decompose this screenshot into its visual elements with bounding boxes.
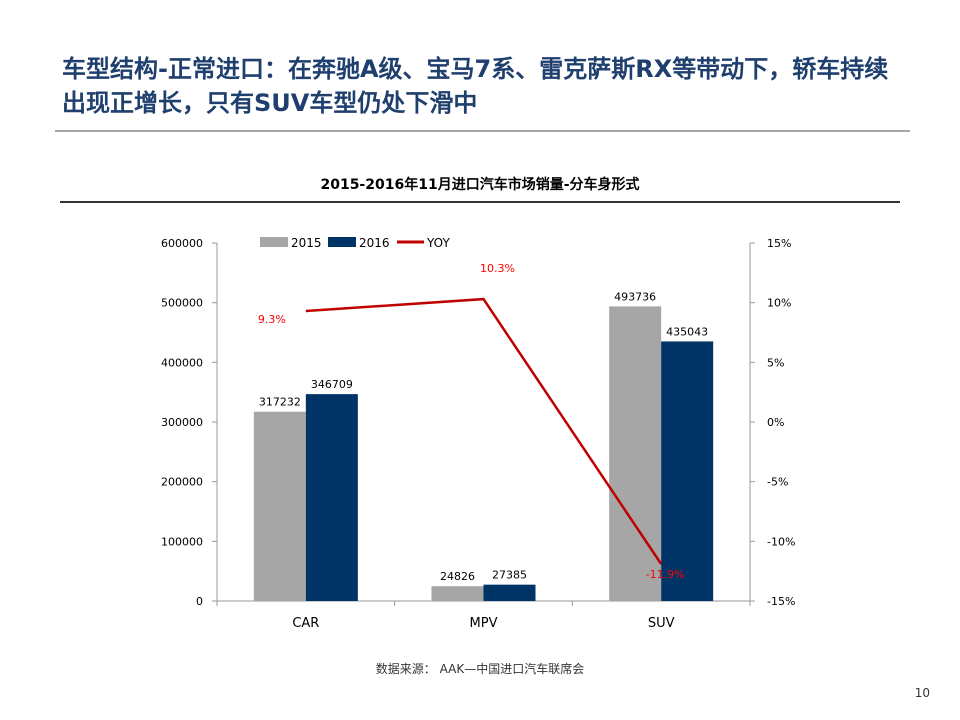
right-axis-tick-label: -10% bbox=[767, 535, 795, 548]
legend-swatch-2016 bbox=[328, 237, 356, 247]
x-axis-category-label: CAR bbox=[292, 616, 319, 631]
x-axis-category-label: SUV bbox=[648, 616, 675, 631]
bar-data-label: 346709 bbox=[311, 378, 353, 391]
right-axis-tick-label: 15% bbox=[767, 237, 791, 250]
chart-title-divider bbox=[60, 201, 900, 203]
yoy-data-label: -11.9% bbox=[646, 568, 685, 581]
title-divider bbox=[55, 130, 910, 132]
legend-swatch-2015 bbox=[260, 237, 288, 247]
x-axis-category-label: MPV bbox=[470, 616, 498, 631]
bar-2016-MPV bbox=[483, 584, 536, 601]
bar-data-label: 493736 bbox=[614, 290, 656, 303]
slide-title: 车型结构-正常进口：在奔驰A级、宝马7系、雷克萨斯RX等带动下，轿车持续出现正增… bbox=[62, 55, 889, 117]
right-axis-tick-label: 0% bbox=[767, 416, 784, 429]
legend-label-2016: 2016 bbox=[359, 236, 390, 250]
bar-2015-MPV bbox=[431, 586, 484, 601]
left-axis-tick-label: 400000 bbox=[161, 356, 203, 369]
left-axis-tick-label: 200000 bbox=[161, 476, 203, 489]
bar-2016-CAR bbox=[305, 394, 358, 601]
bar-2016-SUV bbox=[661, 341, 714, 601]
yoy-data-label: 10.3% bbox=[480, 262, 515, 275]
left-axis-tick-label: 500000 bbox=[161, 297, 203, 310]
bar-data-label: 435043 bbox=[666, 325, 708, 338]
source-note: 数据来源： AAK—中国进口汽车联席会 bbox=[375, 662, 585, 676]
right-axis-tick-label: 5% bbox=[767, 356, 784, 369]
bar-data-label: 24826 bbox=[440, 570, 475, 583]
bar-2015-SUV bbox=[609, 306, 662, 601]
bar-data-label: 317232 bbox=[259, 396, 301, 409]
legend-label-yoy: YOY bbox=[426, 236, 450, 250]
left-axis-tick-label: 300000 bbox=[161, 416, 203, 429]
left-axis-tick-label: 0 bbox=[196, 595, 203, 608]
chart-title: 2015-2016年11月进口汽车市场销量-分车身形式 bbox=[320, 177, 640, 193]
left-axis-tick-label: 600000 bbox=[161, 237, 203, 250]
right-axis-tick-label: 10% bbox=[767, 297, 791, 310]
yoy-data-label: 9.3% bbox=[258, 313, 286, 326]
legend-label-2015: 2015 bbox=[291, 236, 322, 250]
right-axis-tick-label: -5% bbox=[767, 476, 788, 489]
right-axis-tick-label: -15% bbox=[767, 595, 795, 608]
bar-data-label: 27385 bbox=[492, 569, 527, 582]
bar-2015-CAR bbox=[253, 411, 306, 601]
yoy-line bbox=[305, 297, 663, 565]
page-number: 10 bbox=[914, 686, 930, 700]
left-axis-tick-label: 100000 bbox=[161, 535, 203, 548]
